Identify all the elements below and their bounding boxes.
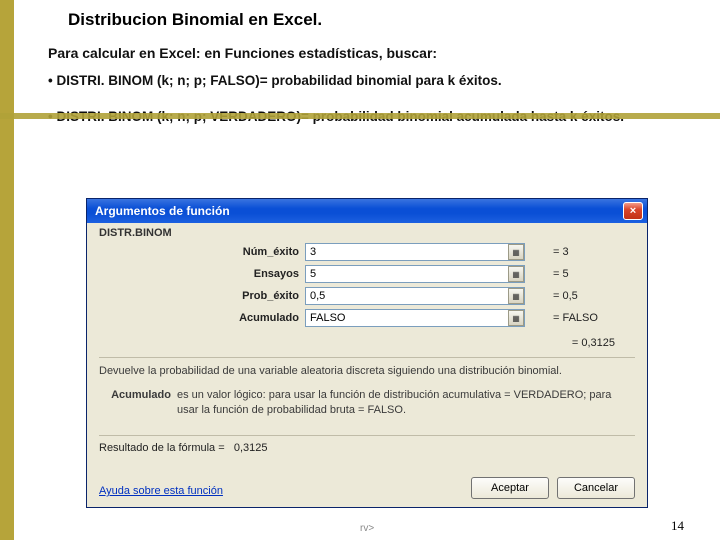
formula-result-label: Resultado de la fórmula = <box>99 442 225 454</box>
formula-result: Resultado de la fórmula = 0,3125 <box>99 442 635 454</box>
param-description: es un valor lógico: para usar la función… <box>177 388 635 417</box>
formula-result-value: 0,3125 <box>234 442 268 454</box>
arg-label-ensayos: Ensayos <box>149 268 299 280</box>
refedit-icon[interactable]: ▦ <box>508 244 524 260</box>
dialog-titlebar[interactable]: Argumentos de función × <box>87 199 647 223</box>
arg-label-num-exito: Núm_éxito <box>149 246 299 258</box>
refedit-icon[interactable]: ▦ <box>508 310 524 326</box>
help-link[interactable]: Ayuda sobre esta función <box>99 485 223 497</box>
dialog-buttons: Aceptar Cancelar <box>471 477 635 499</box>
close-icon[interactable]: × <box>623 202 643 220</box>
param-description-row: Acumulado es un valor lógico: para usar … <box>99 388 635 417</box>
divider <box>99 435 635 436</box>
intro-text: Para calcular en Excel: en Funciones est… <box>48 44 672 62</box>
arg-eval-prob-exito: = 0,5 <box>553 290 635 302</box>
arg-input-num-exito[interactable] <box>305 243 525 261</box>
cancel-button[interactable]: Cancelar <box>557 477 635 499</box>
function-name: DISTR.BINOM <box>99 227 635 239</box>
arg-eval-num-exito: = 3 <box>553 246 635 258</box>
refedit-icon[interactable]: ▦ <box>508 266 524 282</box>
function-arguments-dialog: Argumentos de función × DISTR.BINOM Núm_… <box>86 198 648 508</box>
arg-input-ensayos[interactable] <box>305 265 525 283</box>
divider <box>99 357 635 358</box>
refedit-icon[interactable]: ▦ <box>508 288 524 304</box>
bullet-1-fn: • DISTRI. BINOM (k; n; p; FALSO)= <box>48 73 268 88</box>
ok-button[interactable]: Aceptar <box>471 477 549 499</box>
dialog-title: Argumentos de función <box>95 204 230 218</box>
arg-label-acumulado: Acumulado <box>149 312 299 324</box>
result-preview: = 0,3125 <box>99 333 635 355</box>
bullet-1-tail: probabilidad binomial para k éxitos. <box>271 73 501 88</box>
arg-input-acumulado[interactable] <box>305 309 525 327</box>
accent-line <box>0 113 720 119</box>
arg-eval-ensayos: = 5 <box>553 268 635 280</box>
page-number: 14 <box>671 518 684 534</box>
slide-title: Distribucion Binomial en Excel. <box>68 10 672 30</box>
arg-label-prob-exito: Prob_éxito <box>149 290 299 302</box>
arg-input-prob-exito[interactable] <box>305 287 525 305</box>
arg-eval-acumulado: = FALSO <box>553 312 635 324</box>
footer-mark: rv> <box>360 523 374 534</box>
param-name: Acumulado <box>99 388 177 417</box>
arguments-grid: Núm_éxito ▦ = 3 Ensayos ▦ = 5 Prob_éxito… <box>99 243 635 327</box>
bullet-1: • DISTRI. BINOM (k; n; p; FALSO)= probab… <box>48 72 672 90</box>
dialog-body: DISTR.BINOM Núm_éxito ▦ = 3 Ensayos ▦ = … <box>87 223 647 484</box>
function-description: Devuelve la probabilidad de una variable… <box>99 364 635 378</box>
